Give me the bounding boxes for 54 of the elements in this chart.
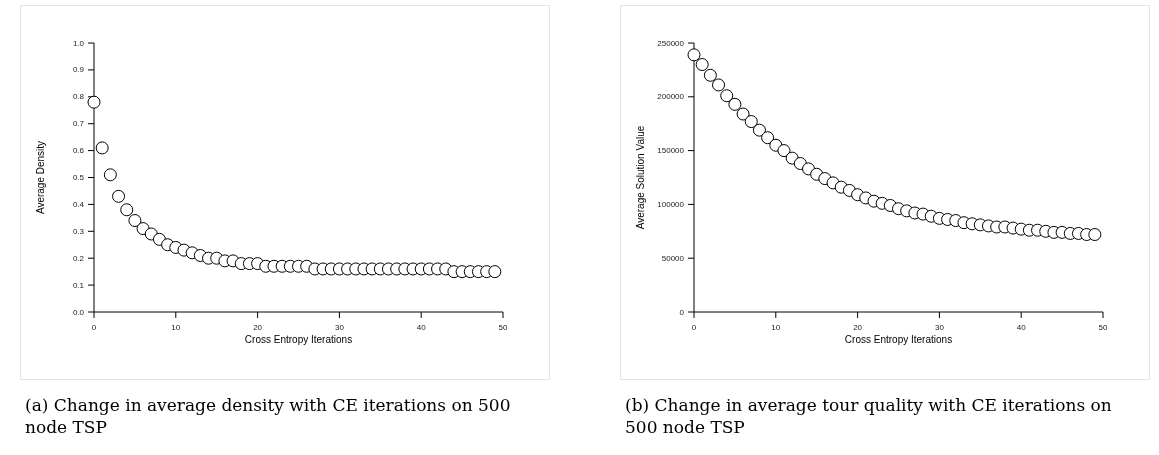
x-axis-title: Cross Entropy Iterations xyxy=(244,334,353,345)
x-axis-title: Cross Entropy Iterations xyxy=(844,334,953,345)
y-axis-title: Average Density xyxy=(35,140,46,215)
y-tick-label: 0.6 xyxy=(72,146,85,156)
y-tick-label: 0.7 xyxy=(72,119,85,129)
x-tick-label: 40 xyxy=(416,323,427,332)
x-tick-label: 10 xyxy=(171,323,181,332)
point xyxy=(720,89,734,103)
x-tick-label: 0 xyxy=(691,323,697,332)
y-tick-label: 250000 xyxy=(657,38,685,48)
point xyxy=(761,131,775,145)
x-tick-label: 10 xyxy=(771,323,781,332)
y-tick-label: 0.1 xyxy=(72,280,85,290)
point xyxy=(112,189,126,203)
y-tick-label: 0.4 xyxy=(72,199,85,209)
x-tick-label: 30 xyxy=(334,323,345,332)
point xyxy=(87,95,101,109)
point xyxy=(777,144,791,158)
point xyxy=(95,141,109,155)
x-tick-label: 0 xyxy=(91,323,97,332)
x-tick-label: 40 xyxy=(1016,323,1027,332)
x-tick-label: 20 xyxy=(853,323,863,332)
y-tick-label: 0.0 xyxy=(72,307,85,317)
text: (a) Change in average density with CE iterations on 500 node TSP xyxy=(24,394,512,438)
y-tick-label: 0.5 xyxy=(72,173,85,183)
point xyxy=(103,168,117,182)
y-tick-label: 0.8 xyxy=(72,92,85,102)
point xyxy=(120,203,134,217)
point xyxy=(687,48,701,62)
y-tick-label: 0.2 xyxy=(72,253,85,263)
y-axis-title: Average Solution Value xyxy=(635,125,646,230)
point xyxy=(488,265,502,279)
point xyxy=(736,107,750,121)
point xyxy=(703,68,717,82)
point xyxy=(128,214,142,228)
point xyxy=(744,115,758,129)
point xyxy=(712,78,726,92)
point xyxy=(1088,228,1102,242)
point xyxy=(695,58,709,72)
point xyxy=(752,123,766,137)
y-tick-label: 50000 xyxy=(661,253,685,263)
y-tick-label: 200000 xyxy=(657,92,685,102)
point xyxy=(728,97,742,111)
x-tick-label: 50 xyxy=(498,323,508,332)
x-tick-label: 50 xyxy=(1098,323,1108,332)
y-tick-label: 0 xyxy=(679,307,685,317)
y-tick-label: 150000 xyxy=(657,146,685,156)
x-tick-label: 30 xyxy=(934,323,945,332)
y-tick-label: 1.0 xyxy=(72,38,85,48)
text: (b) Change in average tour quality with CE iterations on 500 node TSP xyxy=(624,394,1113,438)
y-tick-label: 100000 xyxy=(657,199,685,209)
y-tick-label: 0.3 xyxy=(72,226,85,236)
y-tick-label: 0.9 xyxy=(72,65,85,75)
x-tick-label: 20 xyxy=(253,323,263,332)
